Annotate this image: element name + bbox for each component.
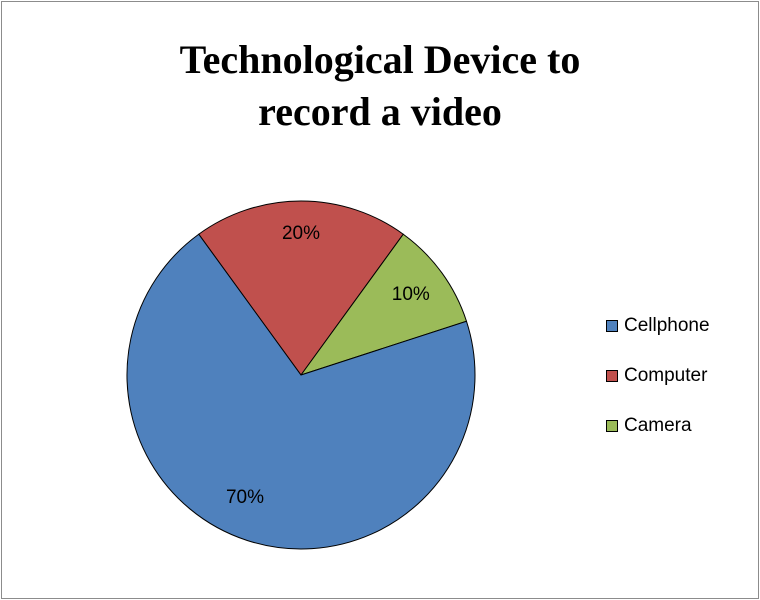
legend-swatch-camera — [606, 420, 618, 432]
legend-label-camera: Camera — [624, 415, 692, 436]
chart-title-line-1: Technological Device to — [179, 37, 581, 82]
pie-slice-camera — [299, 233, 468, 376]
pie-slice-cellphone — [126, 233, 476, 550]
legend-label-computer: Computer — [624, 365, 708, 386]
legend-label-cellphone: Cellphone — [624, 315, 710, 336]
chart-title-line-2: record a video — [258, 89, 502, 134]
legend-swatch-cellphone — [606, 320, 618, 332]
data-label-camera: 10% — [392, 284, 430, 305]
pie-slice-computer — [198, 200, 404, 376]
data-label-computer: 20% — [282, 223, 320, 244]
legend-swatch-computer — [606, 370, 618, 382]
legend-item-computer: Computer — [606, 364, 710, 388]
chart-title: Technological Device to record a video — [0, 34, 760, 138]
data-label-cellphone: 70% — [226, 487, 264, 508]
legend-item-cellphone: Cellphone — [606, 314, 710, 338]
legend-item-camera: Camera — [606, 414, 710, 438]
chart-legend: Cellphone Computer Camera — [606, 314, 710, 464]
